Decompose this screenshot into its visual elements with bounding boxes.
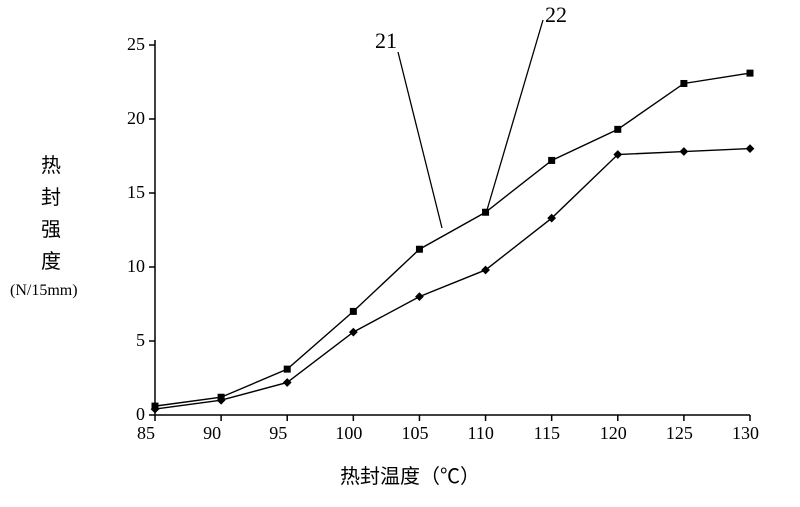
y-tick-label: 20 bbox=[127, 108, 145, 129]
y-axis-char-3: 度 bbox=[40, 246, 62, 278]
x-axis-title: 热封温度（℃） bbox=[340, 460, 480, 489]
callout-label-22: 22 bbox=[545, 2, 567, 28]
chart-container: 热 封 强 度 (N/15mm) 热封温度（℃） 0 5 10 15 20 25 85 90 9… bbox=[0, 0, 800, 507]
series-line-21 bbox=[155, 149, 750, 409]
x-tick-label: 95 bbox=[269, 423, 287, 444]
y-axis-char-2: 强 bbox=[40, 214, 62, 246]
x-tick-label: 130 bbox=[732, 423, 759, 444]
y-tick-label: 25 bbox=[127, 34, 145, 55]
y-tick-label: 10 bbox=[127, 256, 145, 277]
x-tick-label: 110 bbox=[468, 423, 494, 444]
y-axis-char-0: 热 bbox=[40, 150, 62, 182]
y-tick-label: 5 bbox=[136, 330, 145, 351]
x-tick-label: 125 bbox=[666, 423, 693, 444]
x-tick-label: 105 bbox=[401, 423, 428, 444]
y-tick-label: 15 bbox=[127, 182, 145, 203]
x-tick-label: 120 bbox=[600, 423, 627, 444]
x-tick-label: 115 bbox=[534, 423, 560, 444]
callout-leader-21 bbox=[398, 52, 442, 228]
y-axis-unit: (N/15mm) bbox=[10, 282, 78, 299]
series-line-22 bbox=[155, 73, 750, 406]
callout-label-21: 21 bbox=[375, 28, 397, 54]
callout-leader-22 bbox=[487, 20, 543, 210]
x-tick-label: 85 bbox=[137, 423, 155, 444]
y-axis-title: 热 封 强 度 (N/15mm) bbox=[40, 150, 62, 304]
x-tick-label: 90 bbox=[203, 423, 221, 444]
x-tick-label: 100 bbox=[335, 423, 362, 444]
y-axis-char-1: 封 bbox=[40, 182, 62, 214]
y-tick-label: 0 bbox=[136, 404, 145, 425]
